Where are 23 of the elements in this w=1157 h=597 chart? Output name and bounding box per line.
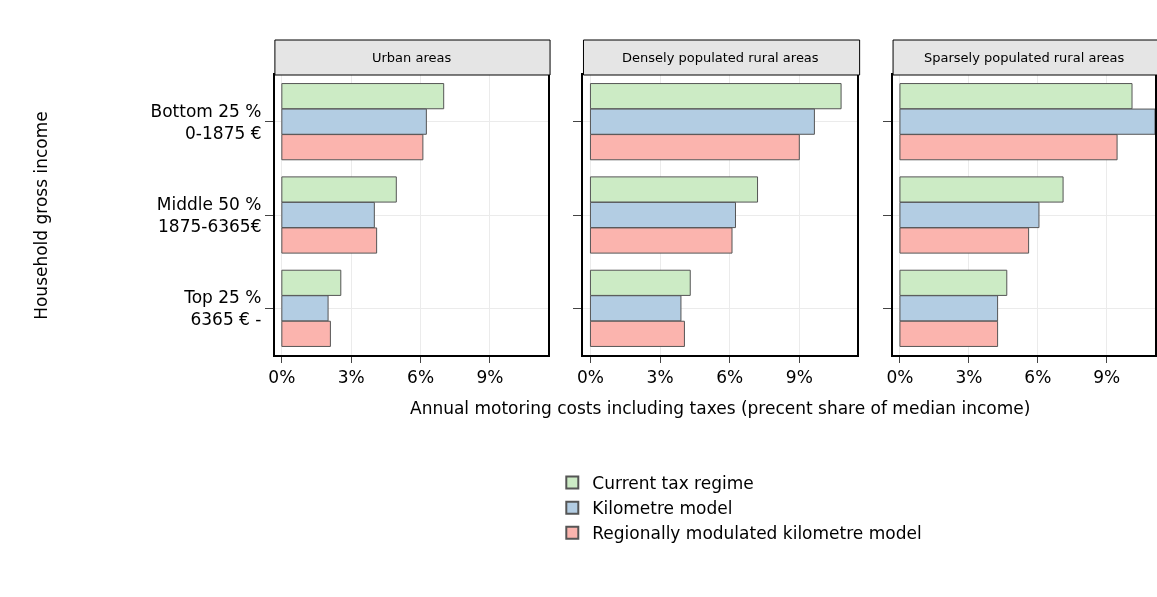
chart-title: Densely populated rural areas <box>622 50 819 65</box>
x-tick-label: 3% <box>337 367 365 388</box>
chart-title: Urban areas <box>372 50 452 65</box>
x-tick-label: 9% <box>1093 367 1121 388</box>
x-axis-title: Annual motoring costs including taxes (precent share of median income) <box>410 398 1031 418</box>
chart-title: Sparsely populated rural areas <box>924 50 1125 65</box>
x-tick-label: 0% <box>268 367 296 388</box>
x-tick-label: 0% <box>886 367 914 388</box>
x-tick-label: 6% <box>407 367 435 388</box>
y-tick-label: Middle 50 % 1875-6365€ <box>156 193 262 236</box>
y-tick-label: Bottom 25 % 0-1875 € <box>150 100 262 143</box>
x-tick-label: 3% <box>955 367 983 388</box>
x-tick-label: 9% <box>785 367 813 388</box>
y-axis-title: Household gross income <box>30 111 51 320</box>
legend-label: Current tax regime <box>592 473 754 494</box>
x-tick-label: 6% <box>1024 367 1052 388</box>
y-tick-label: Top 25 % 6365 € - <box>183 287 262 330</box>
x-tick-label: 3% <box>646 367 674 388</box>
x-tick-label: 9% <box>476 367 504 388</box>
legend-label: Kilometre model <box>592 498 733 519</box>
legend-label: Regionally modulated kilometre model <box>592 523 922 544</box>
x-tick-label: 6% <box>716 367 744 388</box>
x-tick-label: 0% <box>576 367 604 388</box>
